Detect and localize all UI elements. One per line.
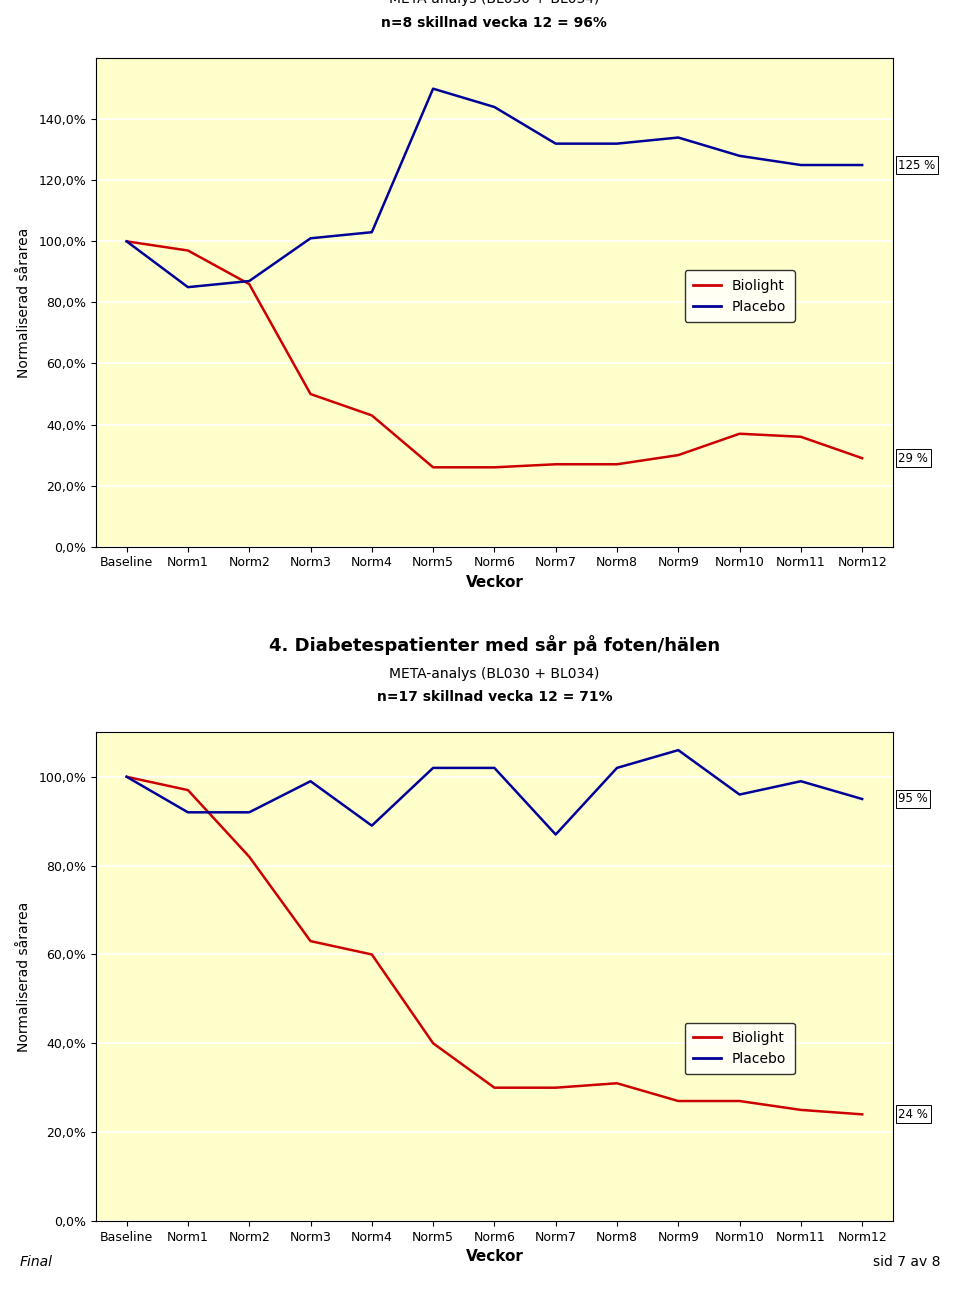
Text: 125 %: 125 % (899, 159, 936, 172)
Text: 24 %: 24 % (899, 1107, 928, 1121)
Text: META-analys (BL030 + BL034): META-analys (BL030 + BL034) (389, 667, 600, 681)
Text: 95 %: 95 % (899, 792, 928, 805)
Text: n=8 skillnad vecka 12 = 96%: n=8 skillnad vecka 12 = 96% (381, 16, 608, 30)
Text: sid 7 av 8: sid 7 av 8 (874, 1255, 941, 1269)
Legend: Biolight, Placebo: Biolight, Placebo (684, 270, 795, 322)
Y-axis label: Normaliserad sårarea: Normaliserad sårarea (17, 902, 32, 1052)
X-axis label: Veckor: Veckor (466, 575, 523, 590)
Text: META-analys (BL030 + BL034): META-analys (BL030 + BL034) (389, 0, 600, 6)
Legend: Biolight, Placebo: Biolight, Placebo (684, 1023, 795, 1074)
Text: n=17 skillnad vecka 12 = 71%: n=17 skillnad vecka 12 = 71% (376, 690, 612, 704)
Text: Final: Final (19, 1255, 52, 1269)
X-axis label: Veckor: Veckor (466, 1249, 523, 1264)
Y-axis label: Normaliserad sårarea: Normaliserad sårarea (17, 227, 32, 377)
Text: 29 %: 29 % (899, 452, 928, 465)
Text: 4. Diabetespatienter med sår på foten/hälen: 4. Diabetespatienter med sår på foten/hä… (269, 634, 720, 655)
